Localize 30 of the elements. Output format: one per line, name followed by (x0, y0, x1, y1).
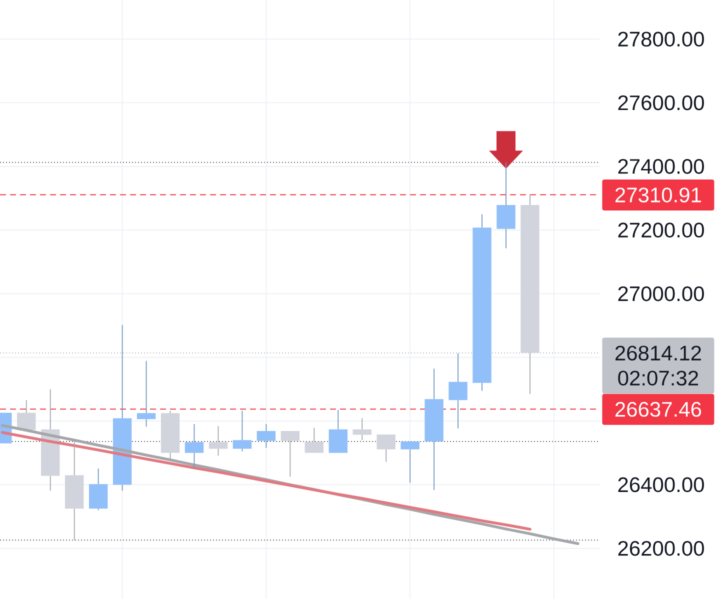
y-tick-label: 27000.00 (618, 286, 704, 302)
candlestick (232, 410, 252, 452)
candlestick (304, 427, 324, 453)
ref-line-label: 26814.12 (615, 346, 701, 361)
y-tick-label: 27600.00 (618, 95, 704, 110)
y-tick-label: 27800.00 (618, 32, 704, 47)
y-tick-label: 26200.00 (618, 540, 704, 556)
candlestick (112, 324, 132, 492)
candlestick (208, 426, 228, 456)
ref-line-label: 26637.46 (615, 402, 702, 417)
candlestick (424, 368, 444, 491)
candlestick (520, 194, 540, 394)
candlestick (400, 441, 420, 484)
candlestick (88, 468, 108, 511)
candlestick (376, 434, 396, 462)
candlestick (136, 360, 156, 428)
candlestick (184, 423, 204, 469)
candlestick (496, 162, 516, 249)
candlestick (256, 423, 276, 448)
candlestick (328, 409, 348, 453)
candlestick (280, 430, 300, 478)
candlestick (352, 418, 372, 441)
ref-line-label: 27310.91 (615, 188, 701, 202)
candlestick (64, 441, 84, 541)
candlestick (472, 214, 492, 392)
text: 02:07:32 (618, 370, 698, 386)
y-tick-label: 27400.00 (618, 159, 704, 174)
candlestick (448, 352, 468, 429)
y-tick-label: 26400.00 (618, 477, 704, 492)
y-tick-label: 27200.00 (618, 222, 704, 238)
